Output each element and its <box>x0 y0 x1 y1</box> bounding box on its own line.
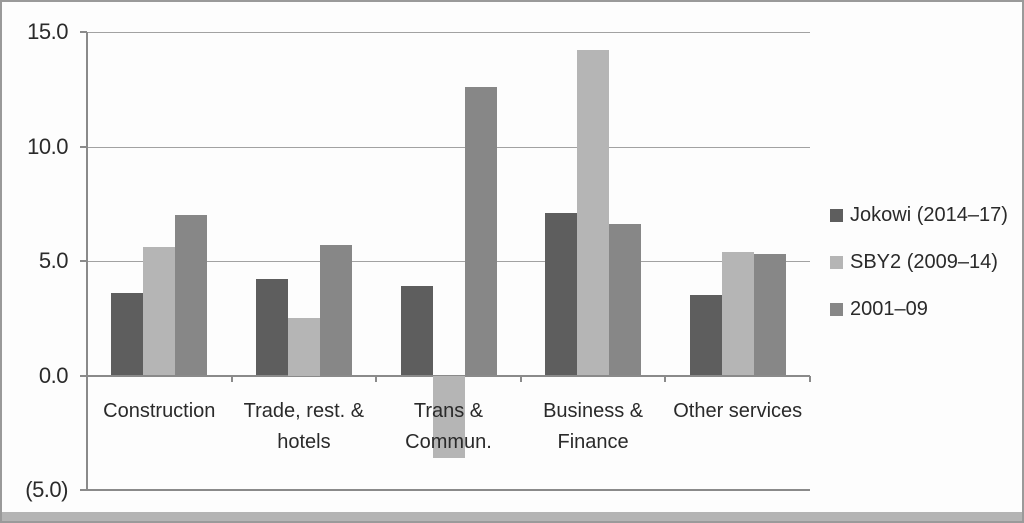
gridline-y-(5.0) <box>87 489 810 491</box>
y-axis-tick-label: 10.0 <box>27 133 68 159</box>
category-axis-tick <box>809 375 811 382</box>
bar <box>464 86 497 376</box>
y-axis-tick-label: 5.0 <box>38 248 69 273</box>
legend-label: Jokowi (2014–17) <box>850 203 1008 226</box>
bar <box>175 215 208 376</box>
y-axis-tick-label: 15.0 <box>27 19 68 44</box>
category-axis-tick <box>86 375 88 382</box>
gridline-y-10.0 <box>87 146 810 148</box>
bar <box>432 375 465 458</box>
y-axis-line <box>86 32 88 490</box>
category-label: Business & Finance <box>543 399 644 453</box>
category-axis-tick <box>519 375 522 382</box>
bar <box>721 251 754 376</box>
bar <box>319 244 352 376</box>
category-label: Trade, rest. & hotels <box>243 399 365 453</box>
legend-label: 2001–09 <box>850 297 928 320</box>
y-axis-tick <box>80 489 87 491</box>
legend-swatch-icon <box>830 255 843 269</box>
legend-swatch-icon <box>830 208 843 222</box>
category-axis-tick <box>375 375 378 382</box>
legend-label: SBY2 (2009–14) <box>850 250 998 273</box>
category-label: Construction <box>103 399 216 422</box>
y-axis-tick <box>80 31 87 33</box>
figure-bottom-strip <box>2 512 1022 521</box>
legend-item: SBY2 (2009–14) <box>830 251 998 273</box>
category-axis-tick <box>664 375 667 382</box>
category-axis-tick <box>230 375 233 382</box>
bar <box>255 279 288 376</box>
y-axis-tick-label: 0.0 <box>38 362 69 388</box>
y-axis-tick-label: (5.0) <box>25 477 68 502</box>
bar <box>689 295 722 376</box>
legend-item: Jokowi (2014–17) <box>830 204 1008 226</box>
bar <box>287 318 320 376</box>
y-axis-tick <box>80 260 87 262</box>
y-axis-tick <box>80 145 87 148</box>
bar <box>609 224 642 376</box>
gridline-y-5.0 <box>87 261 810 262</box>
bar <box>753 254 786 376</box>
bar <box>143 247 176 376</box>
bar <box>111 293 144 376</box>
legend-item: 2001–09 <box>830 298 928 320</box>
category-label: Trans & Commun. <box>405 399 492 453</box>
legend-swatch-icon <box>830 302 843 316</box>
y-axis-tick <box>80 374 87 377</box>
bar <box>400 286 433 376</box>
gridline-y-15.0 <box>87 32 810 33</box>
bar <box>577 50 610 376</box>
category-label: Other services <box>673 399 803 422</box>
bar <box>545 212 578 376</box>
